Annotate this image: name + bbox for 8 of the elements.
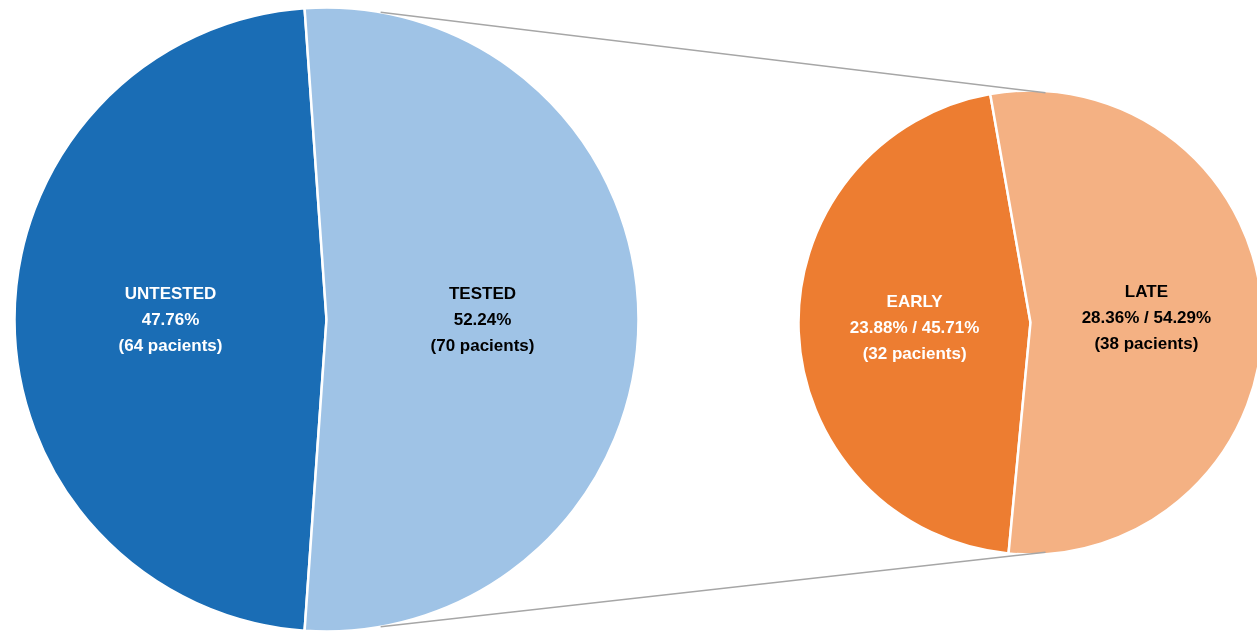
data-label: 28.36% / 54.29% (38 pacients) xyxy=(1081,308,1212,354)
data-label: 52.24% (70 pacients) xyxy=(430,310,535,355)
data-label: 47.76% (64 pacients) xyxy=(118,310,223,355)
slice-label: UNTESTED xyxy=(124,284,217,303)
slice-label: EARLY xyxy=(886,291,944,311)
slice-label: TESTED xyxy=(448,284,517,303)
slice-label: LATE xyxy=(1124,282,1168,302)
data-label: 23.88% / 45.71% (32 pacients) xyxy=(849,317,980,363)
